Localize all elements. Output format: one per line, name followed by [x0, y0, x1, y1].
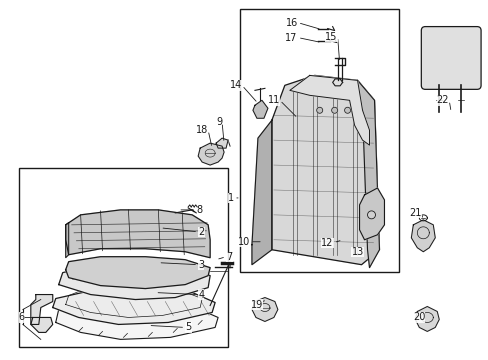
Text: 5: 5	[185, 323, 191, 332]
Text: 22: 22	[436, 95, 448, 105]
Text: 6: 6	[19, 312, 25, 323]
Text: 2: 2	[198, 227, 204, 237]
Polygon shape	[31, 294, 53, 324]
Text: 21: 21	[408, 208, 421, 218]
Text: 11: 11	[267, 95, 279, 105]
Polygon shape	[271, 75, 379, 265]
Circle shape	[331, 107, 337, 113]
Text: 8: 8	[196, 205, 202, 215]
Text: 15: 15	[325, 32, 337, 41]
Text: 14: 14	[229, 80, 242, 90]
Polygon shape	[252, 100, 267, 118]
Text: 1: 1	[227, 193, 234, 203]
Polygon shape	[349, 80, 379, 268]
Polygon shape	[65, 257, 210, 289]
Polygon shape	[31, 318, 53, 332]
Polygon shape	[289, 75, 369, 145]
Text: 12: 12	[321, 238, 333, 248]
Polygon shape	[59, 264, 210, 300]
Text: 19: 19	[250, 300, 263, 310]
Polygon shape	[65, 223, 68, 258]
Circle shape	[344, 107, 350, 113]
Polygon shape	[216, 138, 227, 148]
Text: 3: 3	[198, 260, 204, 270]
Circle shape	[367, 211, 375, 219]
Text: 4: 4	[198, 289, 204, 300]
Polygon shape	[53, 288, 215, 324]
Circle shape	[316, 107, 322, 113]
Polygon shape	[359, 188, 384, 240]
Polygon shape	[414, 306, 438, 332]
Polygon shape	[65, 210, 210, 258]
Bar	[19, 168, 227, 347]
Text: 7: 7	[225, 252, 232, 262]
Text: 10: 10	[237, 237, 249, 247]
Text: 13: 13	[351, 247, 363, 257]
FancyBboxPatch shape	[421, 27, 480, 89]
Polygon shape	[198, 143, 224, 165]
Polygon shape	[410, 220, 434, 252]
Text: 9: 9	[216, 117, 222, 127]
Text: 16: 16	[285, 18, 297, 28]
Polygon shape	[251, 298, 277, 321]
Text: 18: 18	[196, 125, 208, 135]
Text: 17: 17	[285, 32, 297, 42]
Text: 20: 20	[412, 312, 425, 323]
Bar	[240, 9, 399, 272]
Polygon shape	[56, 302, 218, 339]
Polygon shape	[251, 120, 271, 265]
